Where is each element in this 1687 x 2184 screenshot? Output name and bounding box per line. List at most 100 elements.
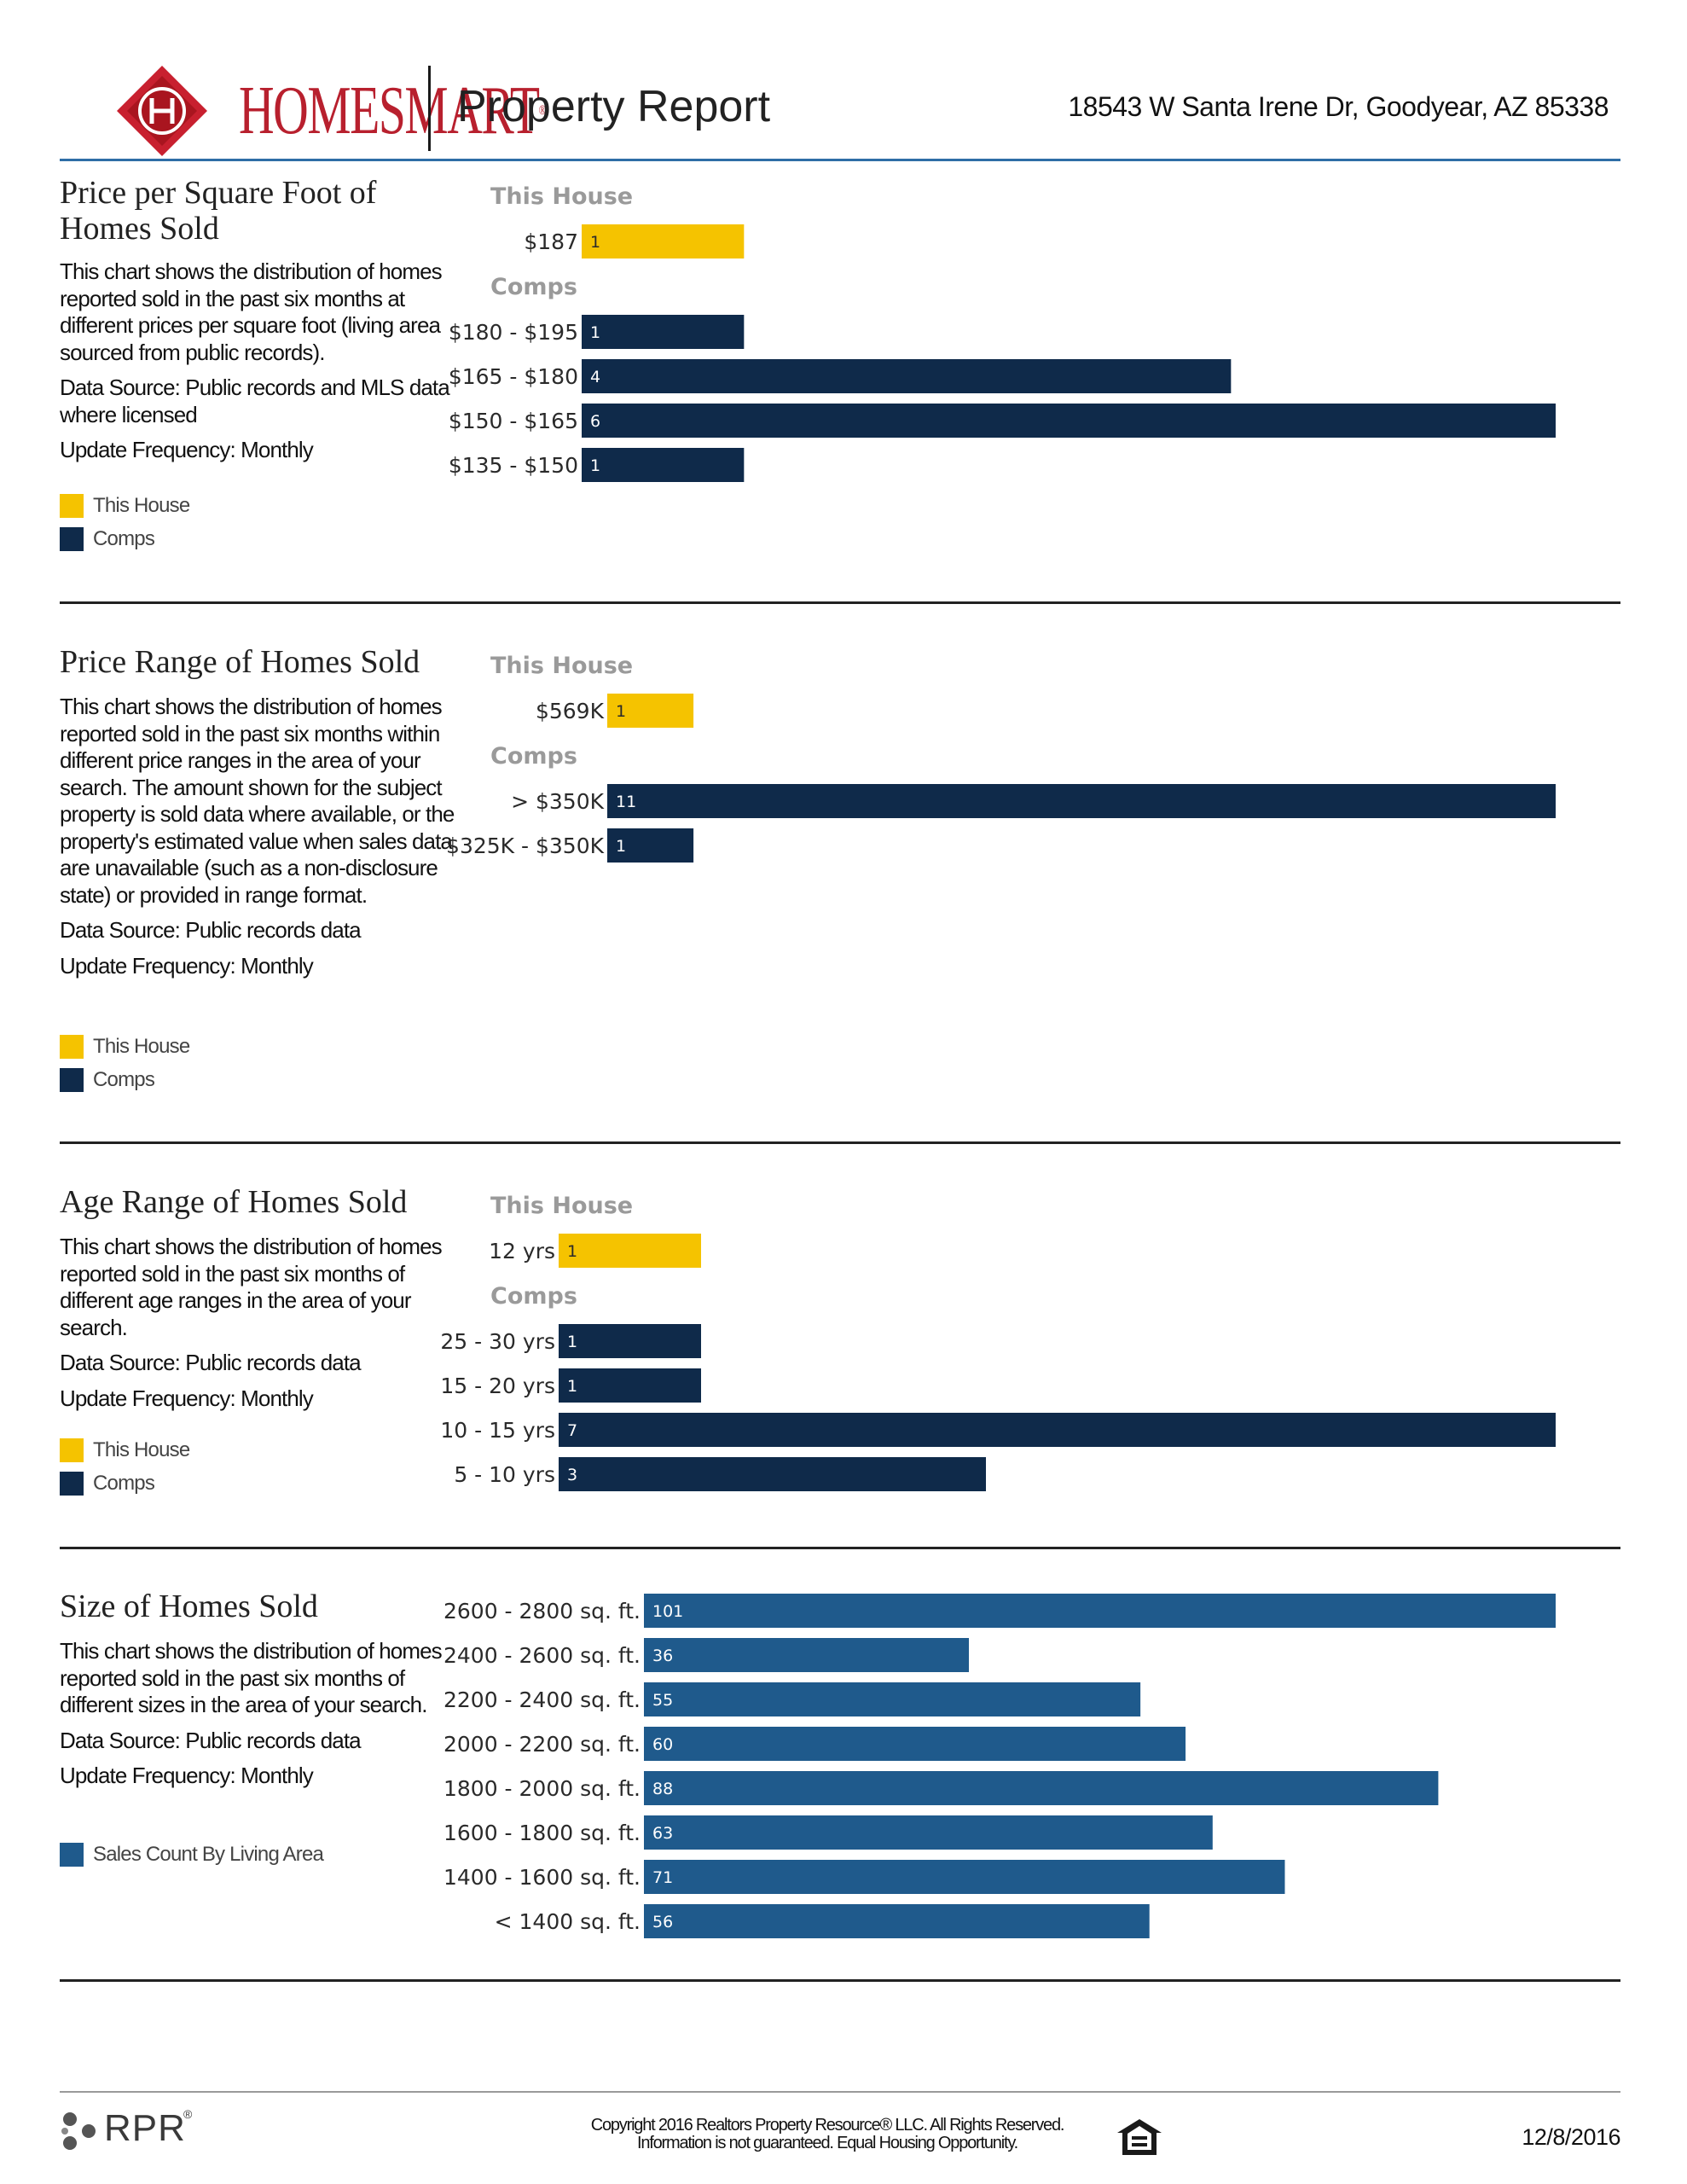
bar [607,828,694,863]
legend-item-this-house: This House [60,1433,190,1467]
legend-swatch [60,493,84,518]
category-label: $135 - $150 [449,453,578,478]
category-label: 1600 - 1800 sq. ft. [443,1821,641,1845]
bar [582,404,1556,438]
chart-legend: This House Comps [60,489,190,555]
bar [582,359,1232,393]
section-title: Price Range of Homes Sold [60,644,420,680]
category-label: $325K - $350K [446,834,605,858]
section-separator [60,601,1620,604]
legend-label: This House [93,1438,190,1461]
bar-value-label: 6 [590,412,600,431]
bar [607,784,1556,818]
section-separator [60,1979,1620,1982]
category-label: 10 - 15 yrs [440,1418,555,1443]
header-divider [428,66,431,151]
category-label: 2400 - 2600 sq. ft. [443,1643,641,1668]
legend-item-comps: Comps [60,1467,189,1500]
category-label: 1400 - 1600 sq. ft. [443,1865,641,1890]
legend-swatch [60,1438,84,1462]
category-label: 2200 - 2400 sq. ft. [443,1687,641,1712]
homesmart-wordmark: HOMESMART® [239,73,546,148]
legend-swatch [60,1067,84,1092]
category-label: $187 [524,229,578,254]
bar-value-label: 71 [652,1868,673,1887]
category-label: 25 - 30 yrs [440,1329,555,1354]
description-text: This chart shows the distribution of hom… [60,694,455,908]
bar [559,1324,701,1358]
disclaimer-line: Information is not guaranteed. Equal Hou… [637,2134,1018,2152]
chart-age-range: This House 12 yrs 1 Comps 25 - 30 yrs 1 15 - 2… [440,1193,1556,1491]
property-address: 18543 W Santa Irene Dr, Goodyear, AZ 853… [1068,91,1609,122]
bar-value-label: 1 [590,233,600,252]
section-separator [60,1547,1620,1549]
category-label: 12 yrs [489,1239,555,1263]
legend-item-comps: Comps [60,1063,189,1096]
data-source-text: Data Source: Public records data [60,917,362,943]
section-description: This chart shows the distribution of hom… [60,1638,469,1798]
bar-value-label: 1 [616,702,626,721]
legend-label: Comps [93,1471,155,1495]
bar-value-label: 1 [567,1242,577,1261]
legend-item-this-house: This House [60,1030,190,1063]
category-label: $569K [536,699,605,723]
rpr-wordmark: RPR [104,2107,186,2149]
chart-legend: Sales Count By Living Area [60,1838,324,1871]
bar [607,694,694,728]
section-description: This chart shows the distribution of hom… [60,694,469,988]
category-label: $180 - $195 [449,320,578,345]
category-label: $150 - $165 [449,409,578,433]
legend-label: Sales Count By Living Area [93,1842,324,1866]
legend-item-comps: Comps [60,522,189,555]
chart-legend: This House Comps [60,1433,190,1500]
chart-price-per-sqft: This House $187 1 Comps $180 - $195 1 $165 - $… [449,183,1556,482]
bar [644,1904,1150,1938]
bar [644,1771,1439,1805]
bar [559,1457,986,1491]
section-separator [60,1141,1620,1144]
bar-value-label: 56 [652,1913,673,1931]
group-label: This House [490,653,633,679]
group-label: Comps [490,1283,577,1310]
homesmart-logo: HOMESMART® [102,64,546,158]
bar [644,1727,1186,1761]
bar [559,1368,701,1403]
bar-value-label: 3 [567,1466,577,1484]
bar-value-label: 4 [590,368,600,386]
category-label: 2000 - 2200 sq. ft. [443,1732,641,1757]
bar-value-label: 36 [652,1647,673,1665]
legend-label: Comps [93,526,155,550]
report-date: 12/8/2016 [1522,2124,1620,2150]
category-label: 1800 - 2000 sq. ft. [443,1776,641,1801]
bar-value-label: 11 [616,793,636,811]
description-text: This chart shows the distribution of hom… [60,1234,443,1340]
update-frequency-text: Update Frequency: Monthly [60,437,314,462]
rpr-logo: RPR ® [60,2107,205,2158]
category-label: $165 - $180 [449,364,578,389]
bar [582,315,745,349]
bar [644,1594,1556,1628]
group-label: This House [490,183,633,210]
bar [559,1413,1556,1447]
data-source-text: Data Source: Public records and MLS data… [60,375,450,427]
legend-item-sales-count: Sales Count By Living Area [60,1838,324,1871]
legend-swatch [60,1842,84,1867]
bar [644,1860,1285,1894]
section-price-range: Price Range of Homes Sold This chart sho… [60,644,1620,1122]
category-label: 5 - 10 yrs [454,1462,555,1487]
bar [582,224,745,258]
bar-value-label: 1 [616,837,626,856]
bar-value-label: 55 [652,1691,673,1710]
bar-value-label: 1 [590,456,600,475]
update-frequency-text: Update Frequency: Monthly [60,1763,314,1788]
description-text: This chart shows the distribution of hom… [60,1638,443,1717]
category-label: 15 - 20 yrs [440,1374,555,1398]
rpr-dots-icon [61,2112,96,2150]
section-title: Age Range of Homes Sold [60,1184,408,1220]
chart-size: 2600 - 2800 sq. ft. 101 2400 - 2600 sq. ft… [443,1594,1556,1938]
section-description: This chart shows the distribution of hom… [60,258,469,473]
bar-value-label: 7 [567,1421,577,1440]
bar [644,1638,970,1672]
bar-value-label: 101 [652,1602,683,1621]
copyright-notice: Copyright 2016 Realtors Property Resourc… [512,2117,1143,2152]
